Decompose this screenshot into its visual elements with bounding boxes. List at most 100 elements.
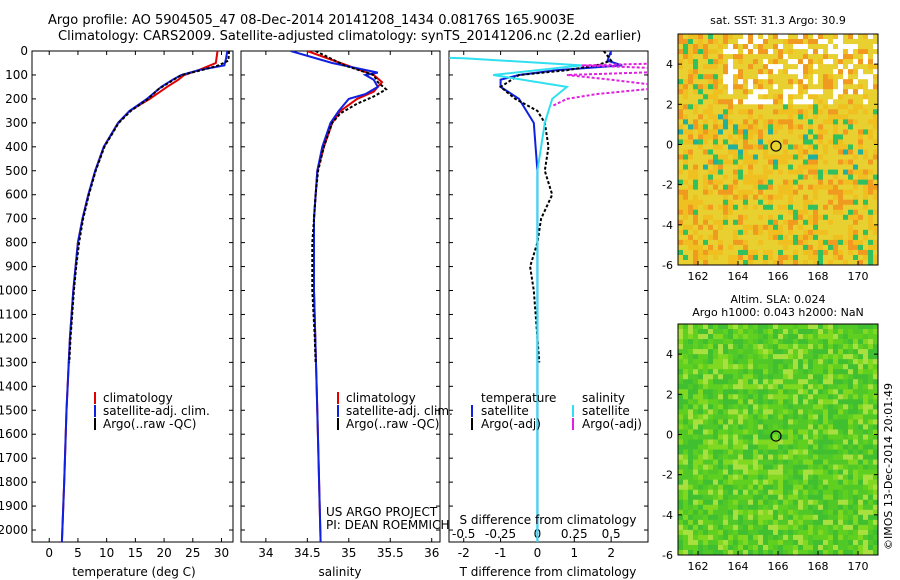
difference-axes bbox=[448, 50, 649, 543]
x-tick-label: 35.5 bbox=[377, 546, 404, 560]
credit-text: ©IMOS 13-Dec-2014 20:01:49 bbox=[882, 383, 895, 550]
y-tick-label: 1600 bbox=[0, 427, 28, 441]
map-y-tick: -4 bbox=[662, 509, 673, 522]
project-annotation: US ARGO PROJECT bbox=[326, 505, 438, 519]
legend-climatology: climatology bbox=[103, 391, 173, 405]
map-x-tick: 162 bbox=[688, 270, 709, 283]
series-line-satellite-adj-clim- bbox=[290, 51, 380, 542]
map-x-tick: 166 bbox=[768, 560, 789, 573]
s-tick-label: 0.25 bbox=[561, 527, 588, 541]
sla-map-title: Altim. SLA: 0.024 bbox=[730, 293, 825, 306]
map-y-tick: -6 bbox=[662, 549, 673, 562]
y-tick-label: 0 bbox=[20, 44, 28, 58]
salinity-legend: climatology satellite-adj. clim. Argo(..… bbox=[337, 391, 453, 431]
y-tick-label: 200 bbox=[5, 92, 28, 106]
x-tick-label: 10 bbox=[99, 546, 114, 560]
legend-satellite-adj-s: satellite-adj. clim. bbox=[346, 404, 453, 418]
y-tick-label: 500 bbox=[5, 164, 28, 178]
map-y-tick: -2 bbox=[662, 179, 673, 192]
legend-argo-s: Argo(..raw -QC) bbox=[346, 417, 439, 431]
y-tick-label: 1300 bbox=[0, 355, 28, 369]
x-tick-label: -2 bbox=[458, 546, 470, 560]
y-tick-label: 2000 bbox=[0, 523, 28, 537]
y-tick-label: 700 bbox=[5, 212, 28, 226]
map-x-tick: 168 bbox=[808, 270, 829, 283]
y-tick-label: 1400 bbox=[0, 379, 28, 393]
salinity-axes bbox=[240, 50, 441, 543]
series-line-t-satellite bbox=[499, 51, 623, 542]
temperature-xlabel: temperature (deg C) bbox=[72, 565, 195, 579]
sst-map bbox=[678, 34, 879, 266]
y-tick-label: 1000 bbox=[0, 284, 28, 298]
series-line-satellite-adj-clim- bbox=[60, 51, 229, 542]
map-y-tick: 2 bbox=[666, 388, 673, 401]
chart-title-line1: Argo profile: AO 5904505_47 08-Dec-2014 … bbox=[48, 13, 575, 28]
series-line-argo-raw-qc- bbox=[311, 51, 388, 363]
map-x-tick: 170 bbox=[848, 560, 869, 573]
argo-location-marker bbox=[770, 140, 782, 152]
x-tick-label: 30 bbox=[214, 546, 229, 560]
sla-map bbox=[678, 324, 879, 556]
y-tick-label: 1100 bbox=[0, 307, 28, 321]
x-tick-label: 5 bbox=[74, 546, 82, 560]
legend-s-argo: Argo(-adj) bbox=[582, 417, 642, 431]
map-x-tick: 168 bbox=[808, 560, 829, 573]
y-tick-label: 100 bbox=[5, 68, 28, 82]
legend-salinity-header: salinity bbox=[582, 391, 625, 405]
y-tick-label: 900 bbox=[5, 260, 28, 274]
x-tick-label: 35 bbox=[341, 546, 356, 560]
map-x-tick: 166 bbox=[768, 270, 789, 283]
map-y-tick: 4 bbox=[666, 58, 673, 71]
x-tick-label: 1 bbox=[570, 546, 578, 560]
map-x-tick: 164 bbox=[728, 560, 749, 573]
x-tick-label: 0 bbox=[45, 546, 53, 560]
legend-t-argo: Argo(-adj) bbox=[481, 417, 541, 431]
difference-legend: temperature satellite Argo(-adj) salinit… bbox=[471, 391, 642, 431]
x-tick-label: 2 bbox=[607, 546, 615, 560]
chart-title-line2: Climatology: CARS2009. Satellite-adjuste… bbox=[58, 29, 642, 44]
tdiff-xlabel: T difference from climatology bbox=[459, 565, 637, 579]
y-tick-label: 1900 bbox=[0, 499, 28, 513]
map-x-tick: 170 bbox=[848, 270, 869, 283]
x-tick-label: 34.5 bbox=[294, 546, 321, 560]
s-tick-label: -0.25 bbox=[485, 527, 516, 541]
map-x-tick: 164 bbox=[728, 270, 749, 283]
sst-map-title: sat. SST: 31.3 Argo: 30.9 bbox=[710, 14, 846, 27]
legend-argo: Argo(..raw -QC) bbox=[103, 417, 196, 431]
y-tick-label: 1800 bbox=[0, 475, 28, 489]
salinity-xlabel: salinity bbox=[318, 565, 361, 579]
series-line-climatology bbox=[60, 51, 219, 542]
map-y-tick: -2 bbox=[662, 469, 673, 482]
y-tick-label: 300 bbox=[5, 116, 28, 130]
y-tick-label: 600 bbox=[5, 188, 28, 202]
sla-map-subtitle: Argo h1000: 0.043 h2000: NaN bbox=[692, 306, 864, 319]
map-x-tick: 162 bbox=[688, 560, 709, 573]
y-tick-label: 400 bbox=[5, 140, 28, 154]
temperature-legend: climatology satellite-adj. clim. Argo(..… bbox=[94, 391, 210, 431]
y-tick-label: 1500 bbox=[0, 403, 28, 417]
x-tick-label: 0 bbox=[534, 546, 542, 560]
map-y-tick: 0 bbox=[666, 428, 673, 441]
sdiff-xlabel: S difference from climatology bbox=[460, 513, 637, 527]
x-tick-label: 20 bbox=[156, 546, 171, 560]
series-line-s-satellite bbox=[449, 56, 582, 542]
y-tick-label: 1700 bbox=[0, 451, 28, 465]
x-tick-label: 25 bbox=[185, 546, 200, 560]
legend-temperature-header: temperature bbox=[481, 391, 556, 405]
x-tick-label: -1 bbox=[495, 546, 507, 560]
map-y-tick: 0 bbox=[666, 138, 673, 151]
map-y-tick: -6 bbox=[662, 259, 673, 272]
legend-climatology-s: climatology bbox=[346, 391, 416, 405]
pi-annotation: PI: DEAN ROEMMICH bbox=[326, 518, 449, 532]
s-tick-label: 0.5 bbox=[602, 527, 621, 541]
legend-s-satellite: satellite bbox=[582, 404, 630, 418]
map-y-tick: -4 bbox=[662, 219, 673, 232]
legend-satellite-adj: satellite-adj. clim. bbox=[103, 404, 210, 418]
y-tick-label: 800 bbox=[5, 236, 28, 250]
y-tick-label: 1200 bbox=[0, 331, 28, 345]
s-tick-label: -0.5 bbox=[452, 527, 475, 541]
map-y-tick: 4 bbox=[666, 348, 673, 361]
legend-t-satellite: satellite bbox=[481, 404, 529, 418]
x-tick-label: 36 bbox=[424, 546, 439, 560]
